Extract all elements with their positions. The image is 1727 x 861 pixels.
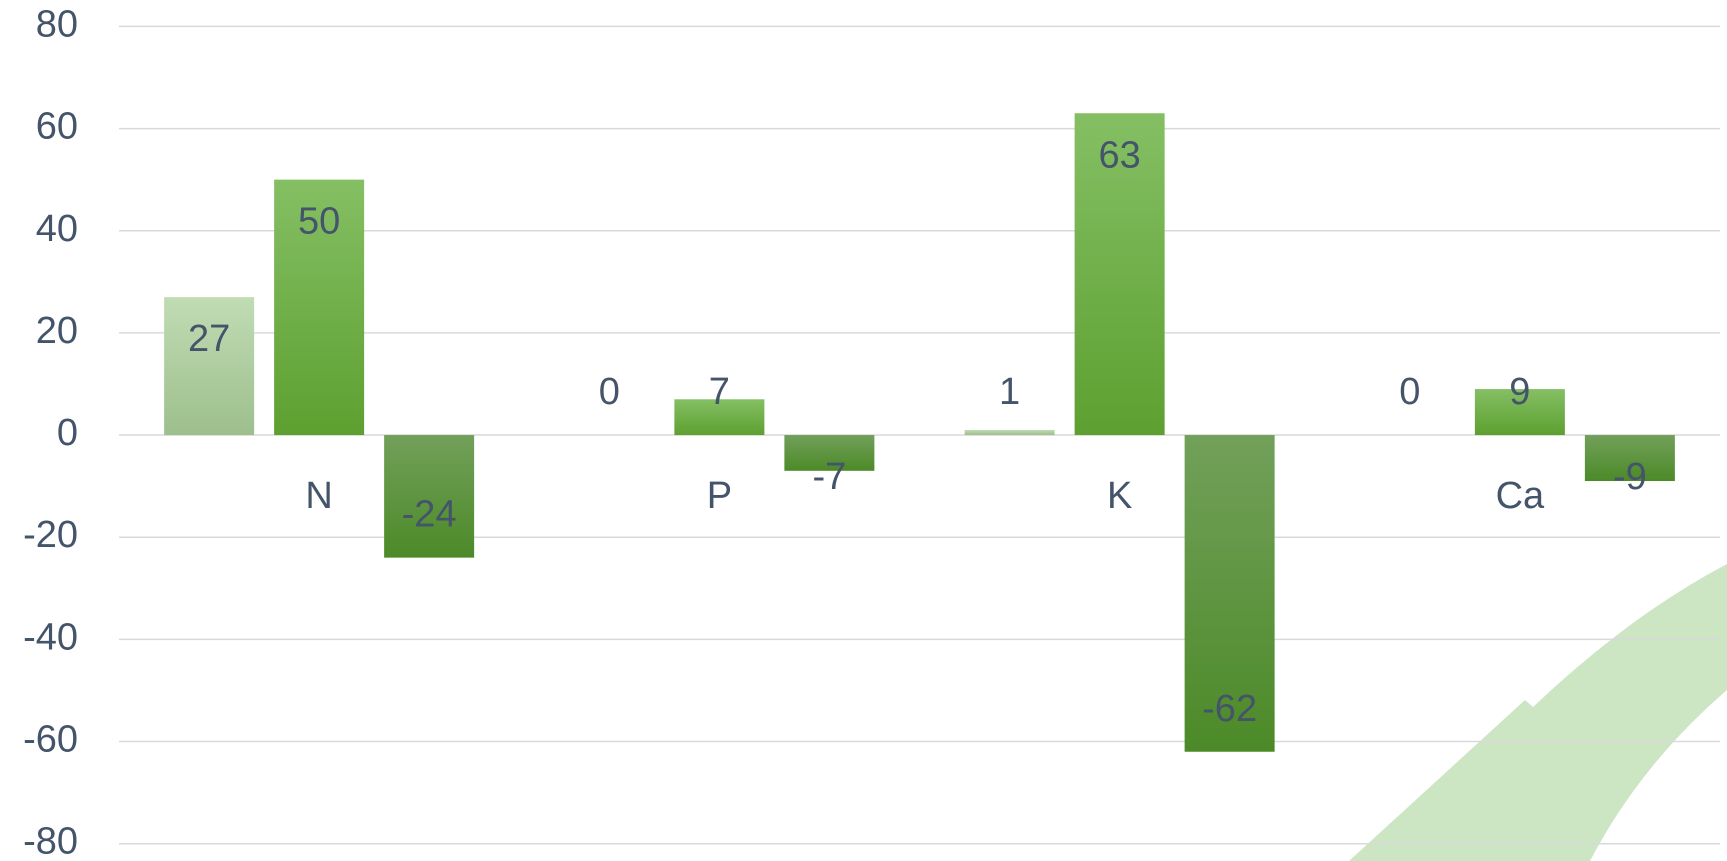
y-tick-label: -40: [23, 616, 78, 658]
x-tick-label: N: [305, 475, 332, 517]
decoration: [1349, 564, 1727, 861]
y-tick-label: -80: [23, 821, 78, 861]
y-tick-label: 0: [57, 412, 78, 454]
bar: [674, 399, 765, 436]
data-label: -24: [402, 494, 457, 536]
bar: [1184, 435, 1275, 752]
data-label: 0: [599, 371, 620, 413]
y-tick-label: 60: [36, 106, 78, 148]
bar: [784, 435, 875, 471]
data-label: 63: [1098, 134, 1140, 176]
bar: [1584, 435, 1675, 482]
data-label: 1: [999, 371, 1020, 413]
data-label: -62: [1202, 688, 1257, 730]
data-label: 27: [188, 318, 230, 360]
y-tick-label: -20: [23, 514, 78, 556]
bar: [164, 297, 255, 436]
x-tick-label: K: [1107, 475, 1132, 517]
data-label: 9: [1509, 371, 1530, 413]
x-tick-label: Ca: [1496, 475, 1545, 517]
y-tick-label: -60: [23, 719, 78, 761]
y-tick-label: 40: [36, 208, 78, 250]
data-label: -9: [1613, 456, 1647, 498]
data-label: 0: [1399, 371, 1420, 413]
bar: [274, 179, 365, 436]
bar: [1474, 389, 1565, 436]
data-label: 7: [709, 371, 730, 413]
y-tick-label: 80: [36, 3, 78, 45]
data-label: -7: [812, 456, 846, 498]
data-label: 50: [298, 201, 340, 243]
plot-area: -80 -60 -40 -20 0 20 40 60 80 27 50 -24 N 0 7 -7 P 1 63 -62…: [23, 3, 1720, 861]
x-tick-label: P: [707, 475, 732, 517]
bar: [384, 435, 475, 558]
bar: [964, 429, 1055, 436]
bar: [1074, 113, 1165, 436]
y-tick-label: 20: [36, 310, 78, 352]
